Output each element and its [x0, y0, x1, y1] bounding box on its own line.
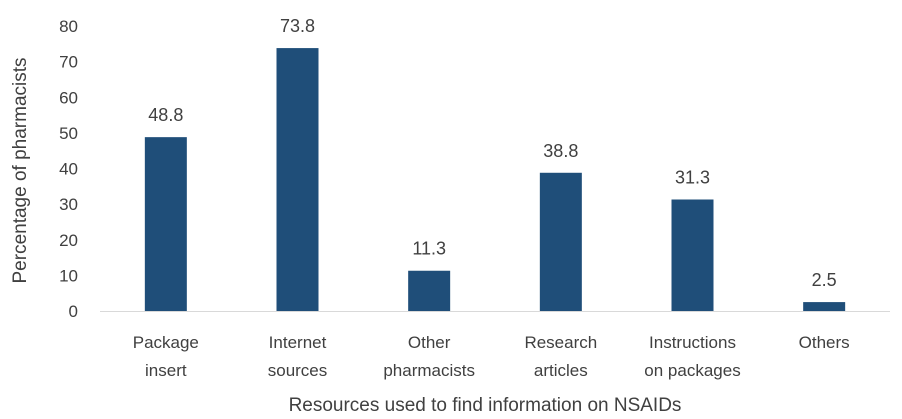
data-label: 31.3: [675, 167, 710, 187]
bar: [144, 137, 187, 311]
bar: [276, 48, 319, 312]
category-label: Internet sources: [268, 333, 328, 380]
category-label: Others: [799, 333, 850, 352]
data-label: 38.8: [543, 141, 578, 161]
y-axis-title: Percentage of pharmacists: [10, 57, 31, 283]
y-tick-label: 0: [69, 302, 78, 321]
bar: [803, 302, 846, 311]
category-label-line: Instructions: [649, 333, 736, 352]
data-labels: 48.8 73.8 11.3 38.8 31.3 2.5: [148, 16, 836, 290]
y-tick-label: 70: [59, 53, 78, 72]
y-tick-label: 80: [59, 17, 78, 36]
bar: [671, 199, 714, 311]
y-tick-label: 40: [59, 160, 78, 179]
category-label-line: Package: [133, 333, 199, 352]
data-label: 2.5: [812, 270, 837, 290]
y-tick-label: 50: [59, 124, 78, 143]
category-labels: Package insert Internet sources Other pharmac…: [133, 333, 850, 380]
category-label-line: on packages: [644, 361, 740, 380]
bar: [408, 270, 451, 311]
category-label-line: insert: [145, 361, 187, 380]
category-label: Research articles: [524, 333, 597, 380]
bar: [539, 172, 582, 311]
category-label: Instructions on packages: [644, 333, 740, 380]
data-label: 48.8: [148, 105, 183, 125]
x-axis-title: Resources used to find information on NS…: [289, 395, 682, 416]
category-label-line: Other: [408, 333, 451, 352]
y-axis-ticks: 0 10 20 30 40 50 60 70 80: [59, 17, 78, 321]
category-label-line: Others: [799, 333, 850, 352]
category-label: Other pharmacists: [383, 333, 475, 380]
category-label-line: pharmacists: [383, 361, 475, 380]
data-label: 11.3: [412, 239, 446, 259]
y-tick-label: 30: [59, 195, 78, 214]
category-label-line: Research: [524, 333, 597, 352]
category-label-line: articles: [534, 361, 588, 380]
y-tick-label: 20: [59, 231, 78, 250]
category-label-line: Internet: [269, 333, 327, 352]
bars: [144, 48, 846, 312]
category-label: Package insert: [133, 333, 199, 380]
y-tick-label: 10: [59, 266, 78, 285]
data-label: 73.8: [280, 16, 315, 36]
category-label-line: sources: [268, 361, 328, 380]
y-tick-label: 60: [59, 88, 78, 107]
